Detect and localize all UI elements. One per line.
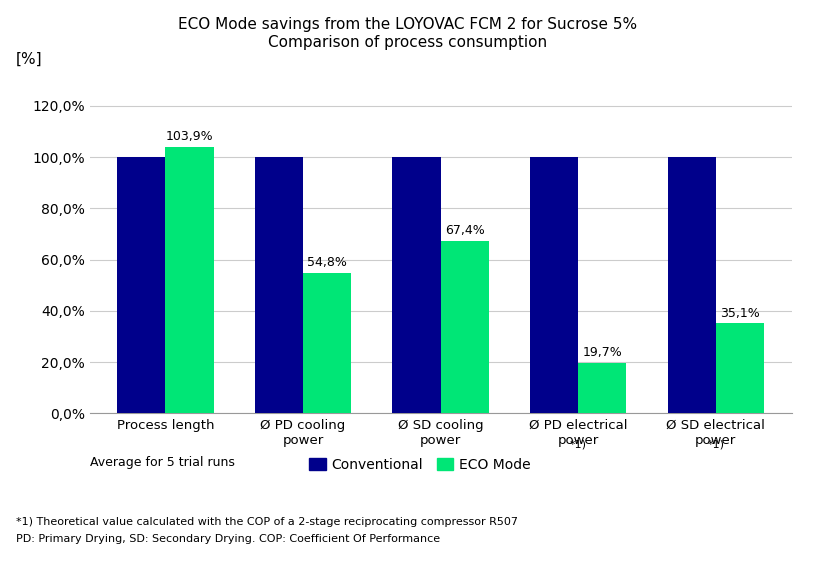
- Bar: [118, 157, 166, 413]
- Bar: [667, 157, 716, 413]
- Text: 67,4%: 67,4%: [445, 224, 485, 237]
- Text: Average for 5 trial runs: Average for 5 trial runs: [90, 456, 235, 470]
- Legend: Conventional, ECO Mode: Conventional, ECO Mode: [309, 457, 530, 471]
- Bar: [579, 363, 627, 413]
- Text: 19,7%: 19,7%: [583, 346, 622, 359]
- Bar: [303, 273, 351, 413]
- Text: *1): *1): [570, 440, 587, 450]
- Bar: [530, 157, 579, 413]
- Text: ECO Mode savings from the LOYOVAC FCM 2 for Sucrose 5%
Comparison of process con: ECO Mode savings from the LOYOVAC FCM 2 …: [179, 17, 637, 49]
- Text: 103,9%: 103,9%: [166, 130, 213, 144]
- Bar: [255, 157, 303, 413]
- Text: [%]: [%]: [16, 52, 42, 67]
- Text: *1): *1): [707, 440, 725, 450]
- Bar: [392, 157, 441, 413]
- Text: 35,1%: 35,1%: [720, 307, 760, 320]
- Text: *1) Theoretical value calculated with the COP of a 2-stage reciprocating compres: *1) Theoretical value calculated with th…: [16, 517, 518, 527]
- Bar: [166, 147, 214, 413]
- Text: 54,8%: 54,8%: [307, 256, 347, 269]
- Text: PD: Primary Drying, SD: Secondary Drying. COP: Coefficient Of Performance: PD: Primary Drying, SD: Secondary Drying…: [16, 534, 441, 544]
- Bar: [441, 241, 489, 413]
- Bar: [716, 323, 764, 413]
